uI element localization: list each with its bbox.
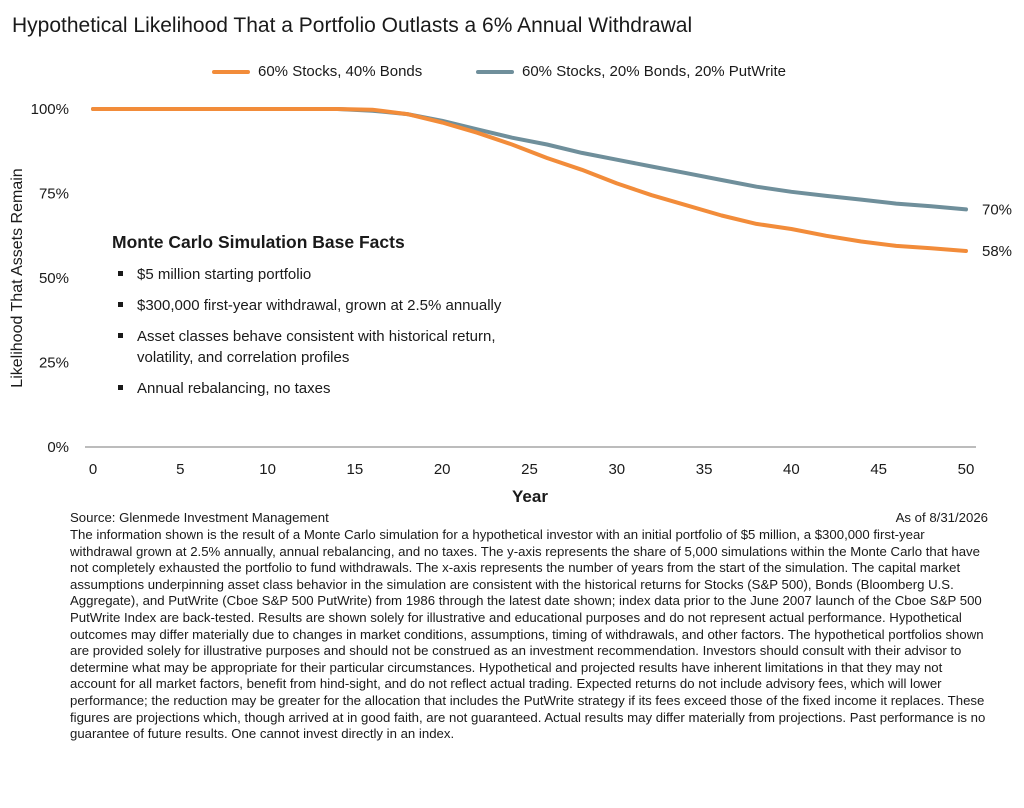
legend-label: 60% Stocks, 40% Bonds — [258, 63, 423, 80]
end-label-stocks-bonds-putwrite: 70% — [982, 201, 1012, 218]
y-axis: 0% 25% 50% 75% 100% — [31, 101, 69, 456]
info-box-bullets: $5 million starting portfolio $300,000 fi… — [118, 266, 502, 397]
x-tick-label: 50 — [958, 461, 975, 478]
x-axis: 0 5 10 15 20 25 30 35 40 45 50 — [85, 446, 976, 478]
x-tick-label: 5 — [176, 461, 184, 478]
legend-swatch-slate-icon — [476, 70, 514, 75]
x-tick-label: 0 — [89, 461, 97, 478]
bullet-text: Asset classes behave consistent with his… — [137, 328, 496, 345]
end-label-stocks-bonds: 58% — [982, 243, 1012, 260]
x-tick-label: 30 — [608, 461, 625, 478]
bullet-square-icon — [118, 385, 123, 390]
end-labels: 58% 70% — [982, 201, 1012, 260]
info-box-title: Monte Carlo Simulation Base Facts — [112, 232, 405, 252]
y-tick-label: 100% — [31, 101, 69, 118]
bullet-square-icon — [118, 333, 123, 338]
legend-item-stocks-bonds: 60% Stocks, 40% Bonds — [212, 60, 422, 84]
y-tick-label: 0% — [47, 439, 69, 456]
x-tick-label: 35 — [696, 461, 713, 478]
as-of-date: As of 8/31/2026 — [895, 510, 988, 525]
line-chart: Likelihood That Assets Remain Year 0 5 10 1… — [9, 101, 1012, 505]
y-axis-label: Likelihood That Assets Remain — [9, 168, 26, 387]
bullet-text: $300,000 first-year withdrawal, grown at… — [137, 297, 502, 314]
x-tick-label: 45 — [870, 461, 887, 478]
y-tick-label: 50% — [39, 270, 69, 287]
disclaimer-text: The information shown is the result of a… — [70, 527, 986, 742]
x-tick-label: 15 — [347, 461, 364, 478]
chart-title: Hypothetical Likelihood That a Portfolio… — [12, 14, 693, 37]
info-box: Monte Carlo Simulation Base Facts $5 mil… — [112, 232, 502, 397]
series-lines — [91, 107, 968, 253]
y-tick-label: 75% — [39, 186, 69, 203]
legend-item-stocks-bonds-putwrite: 60% Stocks, 20% Bonds, 20% PutWrite — [476, 60, 786, 84]
series-line-stocks-bonds-putwrite — [91, 107, 968, 212]
series-line-stocks-bonds — [91, 107, 968, 253]
bullet-square-icon — [118, 271, 123, 276]
legend: 60% Stocks, 40% Bonds 60% Stocks, 20% Bo… — [0, 60, 1024, 84]
bullet-text: Annual rebalancing, no taxes — [137, 380, 330, 397]
bullet-text: volatility, and correlation profiles — [137, 349, 349, 366]
legend-swatch-orange-icon — [212, 70, 250, 75]
x-tick-label: 20 — [434, 461, 451, 478]
x-tick-label: 40 — [783, 461, 800, 478]
bullet-text: $5 million starting portfolio — [137, 266, 311, 283]
legend-label: 60% Stocks, 20% Bonds, 20% PutWrite — [522, 63, 787, 80]
x-tick-label: 10 — [259, 461, 276, 478]
x-tick-label: 25 — [521, 461, 538, 478]
y-tick-label: 25% — [39, 355, 69, 372]
x-axis-label: Year — [512, 487, 548, 505]
bullet-square-icon — [118, 302, 123, 307]
source-note: Source: Glenmede Investment Management — [70, 510, 329, 525]
